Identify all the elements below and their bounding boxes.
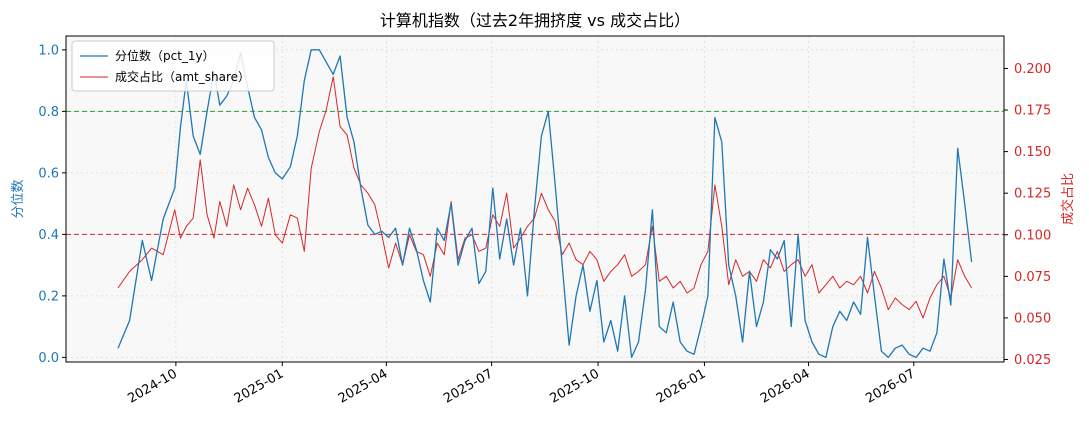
series-line-1: [117, 76, 973, 319]
legend-label-pct: 分位数（pct_1y）: [115, 48, 215, 63]
y-right-tick-label-0: 0.025: [1014, 353, 1051, 368]
plot-frame: [65, 35, 1005, 363]
y-right-tick-label-2: 0.075: [1014, 270, 1051, 285]
legend: 分位数（pct_1y） 成交占比（amt_share）: [71, 40, 275, 92]
y-left-tick-label-1: 0.2: [38, 289, 59, 304]
y-right-tick-label-3: 0.100: [1014, 228, 1051, 243]
y-left-tick-label-5: 1.0: [38, 43, 59, 58]
series-lines: [117, 49, 973, 359]
y-right-tick-label-5: 0.150: [1014, 145, 1051, 160]
y-left-tick-label-3: 0.6: [38, 166, 59, 181]
series-line-0: [117, 49, 973, 359]
y-right-tick-label-1: 0.050: [1014, 311, 1051, 326]
y-right-tick-label-6: 0.175: [1014, 104, 1051, 119]
y-right-tick-label-4: 0.125: [1014, 187, 1051, 202]
legend-box: [71, 40, 275, 92]
legend-label-amt-share: 成交占比（amt_share）: [115, 69, 250, 84]
y-left-tick-label-4: 0.8: [38, 105, 59, 120]
y-left-tick-label-2: 0.4: [38, 228, 59, 243]
chart-title: 计算机指数（过去2年拥挤度 vs 成交占比）: [380, 11, 690, 30]
y-right-tick-label-7: 0.200: [1014, 62, 1051, 77]
y-right-axis-label: 成交占比: [1060, 173, 1076, 225]
reference-lines: [66, 110, 1004, 235]
y-left-tick-label-0: 0.0: [38, 351, 59, 366]
y-left-axis-label: 分位数: [11, 179, 26, 218]
